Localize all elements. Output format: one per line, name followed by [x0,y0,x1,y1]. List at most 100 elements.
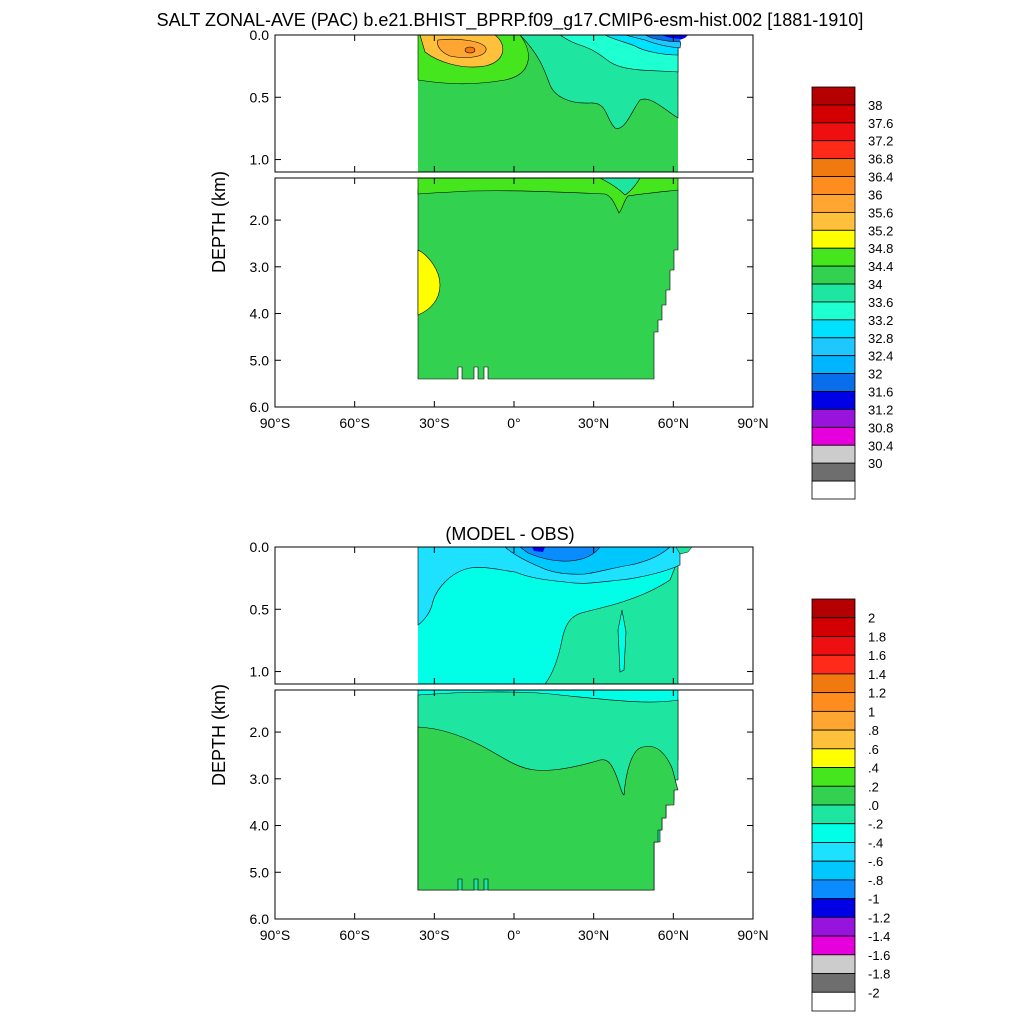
colorbar-swatch [811,748,856,768]
colorbar-label: .4 [868,761,879,776]
colorbar-swatch [811,898,856,918]
colorbar-label: .2 [868,779,879,794]
panel-1-upper-fills [417,35,694,172]
colorbar-label: -1.4 [868,929,890,944]
colorbar-label: 34.4 [868,259,893,274]
panel-1-lower-band-336 [599,178,641,196]
colorbar-swatch [811,122,856,142]
panel-2-ticks: 90°S 60°S 30°S 0° 30°N 60°N 90°N 0.0 0.5 1.0 2.0 3.… [250,539,769,943]
colorbar-swatch [811,480,856,500]
colorbar-swatch [811,373,856,392]
colorbar-label: .0 [868,798,879,813]
panel-1-lower-band-344 [417,178,679,214]
x-tick-label: 60°N [658,415,689,431]
colorbar-swatch [811,140,856,160]
colorbar-label: 36.4 [868,170,893,185]
colorbar-label: 37.2 [868,134,893,149]
colorbar-label: 1.2 [868,686,886,701]
colorbar-swatch [811,823,856,843]
x-tick-label: 60°S [339,927,370,943]
colorbar-swatch [811,444,856,464]
colorbar-swatch [811,301,856,321]
colorbar-swatch [811,785,856,806]
panel-1-upper-band-360 [464,46,476,54]
panel-2-title: (MODEL - OBS) [445,524,574,544]
colorbar-swatch [811,916,856,937]
colorbar-swatch [811,104,856,124]
panel-2-upper-band-neg10 [532,547,545,552]
panel-2-upper-band-00 [544,559,679,684]
y-tick-label: 0.5 [250,89,270,105]
panel-1-lower-ocean [417,189,679,380]
colorbar-label: 36 [868,187,882,202]
colorbar-label: .6 [868,742,879,757]
y-tick-label: 4.0 [250,818,270,834]
panel-2-upper-fills [417,547,693,684]
x-tick-label: 0° [507,927,520,943]
colorbar-swatch [811,391,856,410]
colorbar-swatch [811,86,856,106]
x-tick-label: 60°S [339,415,370,431]
colorbar-label: -1 [868,892,880,907]
colorbar-swatch [811,409,856,428]
x-tick-label: 60°N [658,927,689,943]
panel-1-upper-band-356 [437,38,487,58]
y-tick-label: 0.0 [250,539,270,555]
colorbar-label: 36.8 [868,152,893,167]
colorbar-label: 32 [868,367,882,382]
panel-1-upper-band-316 [662,35,688,39]
colorbar-swatch [811,973,856,993]
y-tick-label: 3.0 [250,771,270,787]
colorbar-swatch [811,767,856,787]
colorbar-swatch [811,337,856,357]
colorbar-swatch [811,319,856,339]
y-tick-label: 3.0 [250,259,270,275]
colorbar-label: 31.6 [868,385,893,400]
colorbar-label: -1.2 [868,910,890,925]
colorbar-swatch [811,654,856,675]
main-title: SALT ZONAL-AVE (PAC) b.e21.BHIST_BPRP.f0… [157,10,864,31]
colorbar-label: 37.6 [868,116,893,131]
colorbar-label: 1.6 [868,648,886,663]
colorbar-swatch [811,211,856,231]
colorbar-swatch [811,247,856,267]
colorbar-label: 30.8 [868,420,893,435]
colorbar-label: -.4 [868,835,883,850]
colorbar-label: 33.2 [868,313,893,328]
y-tick-label: 6.0 [250,911,270,927]
colorbar-swatch [811,176,856,195]
panel-1: DEPTH (km) 90°S 60°S 30°S 0° 30°N 60°N 90°N 0.0… [209,27,769,431]
y-tick-label: 6.0 [250,399,270,415]
colorbar-1: 38 37.6 37.2 36.8 36.4 36 35.6 35.2 34.8 34.4 34 33… [811,86,893,500]
colorbar-swatch [811,598,856,619]
colorbar-label: 38 [868,98,882,113]
colorbar-swatch [811,158,856,177]
x-tick-label: 30°N [578,927,609,943]
colorbar-label: -2 [868,985,880,1000]
colorbar-swatch [811,842,856,862]
panel-1-lower-band-348 [417,249,441,316]
panel-2-y-label: DEPTH (km) [209,684,229,786]
x-tick-label: 30°N [578,415,609,431]
colorbar-label: 31.2 [868,402,893,417]
y-tick-label: 1.0 [250,664,270,680]
colorbar-swatch [811,265,856,285]
colorbar-swatch [811,991,856,1012]
colorbar-swatch [811,194,856,213]
y-tick-label: 2.0 [250,212,270,228]
y-tick-label: 0.5 [250,601,270,617]
x-tick-label: 90°N [737,415,768,431]
colorbar-swatch [811,462,856,482]
colorbar-label: 30 [868,456,882,471]
colorbar-swatch [811,860,856,881]
colorbar-label: 2 [868,611,875,626]
colorbar-swatch [811,879,856,900]
y-tick-label: 0.0 [250,27,270,43]
y-tick-label: 5.0 [250,864,270,880]
colorbar-swatch [811,673,856,694]
colorbar-label: 32.8 [868,331,893,346]
y-tick-label: 2.0 [250,724,270,740]
colorbar-label: -.8 [868,873,883,888]
colorbar-label: 32.4 [868,349,893,364]
